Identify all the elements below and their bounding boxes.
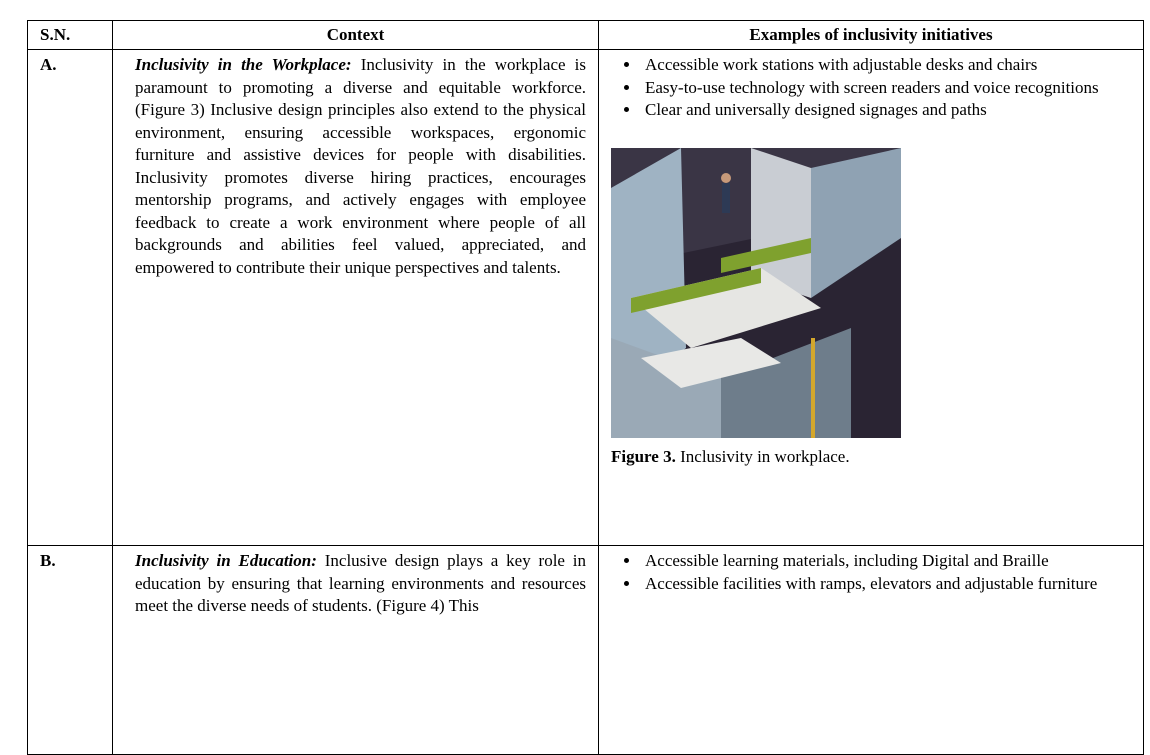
header-cell: Examples of inclusivity initiatives	[598, 20, 1144, 50]
header-row: S.N. Context Examples of inclusivity ini…	[27, 20, 1144, 50]
figure-image	[611, 147, 901, 438]
example-item: Accessible work stations with adjustable…	[641, 54, 1135, 77]
examples-list: Accessible learning materials, including…	[611, 550, 1135, 595]
table-row: A. Inclusivity in the Workplace: Inclusi…	[27, 49, 1144, 546]
header-cell: S.N.	[27, 20, 113, 50]
header-cell: Context	[112, 20, 599, 50]
examples-cell: Accessible learning materials, including…	[598, 545, 1144, 755]
context-text: Inclusivity in the workplace is paramoun…	[135, 55, 586, 277]
figure-label: Figure 3.	[611, 447, 676, 466]
context-cell: Inclusivity in Education: Inclusive desi…	[112, 545, 599, 755]
example-item: Accessible facilities with ramps, elevat…	[641, 573, 1135, 596]
example-item: Accessible learning materials, including…	[641, 550, 1135, 573]
context-title: Inclusivity in the Workplace:	[135, 55, 352, 74]
examples-cell: Accessible work stations with adjustable…	[598, 49, 1144, 546]
example-item: Easy-to-use technology with screen reade…	[641, 77, 1135, 100]
caption-text: Inclusivity in workplace.	[680, 447, 850, 466]
examples-list: Accessible work stations with adjustable…	[611, 54, 1135, 122]
context-text: Inclusive design plays a key role in edu…	[135, 551, 587, 615]
page: S.N. Context Examples of inclusivity ini…	[0, 0, 1150, 675]
context-title: Inclusivity in Education:	[135, 551, 317, 570]
context-cell: Inclusivity in the Workplace: Inclusivit…	[112, 49, 599, 546]
sn-cell: B.	[27, 545, 113, 755]
table-row: B. Inclusivity in Education: Inclusive d…	[27, 545, 1144, 755]
example-item: Clear and universally designed signages …	[641, 99, 1135, 122]
initiatives-table: S.N. Context Examples of inclusivity ini…	[27, 20, 1144, 755]
sn-cell: A.	[27, 49, 113, 546]
figure: Figure 3. Inclusivity in workplace.	[611, 147, 1135, 469]
figure-caption: Figure 3. Inclusivity in workplace.	[611, 446, 1135, 469]
